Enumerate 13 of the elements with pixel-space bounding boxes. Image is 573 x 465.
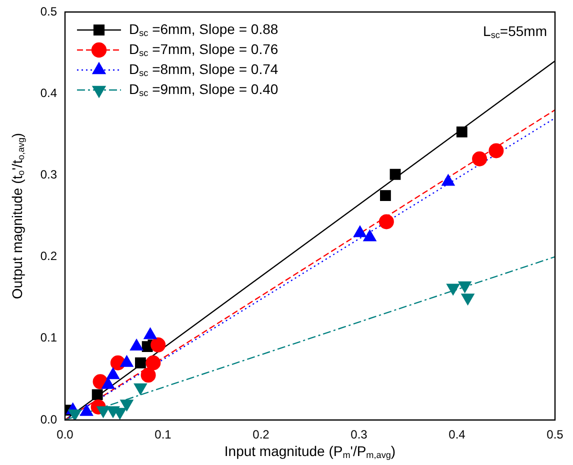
y-tick-label: 0.5 [40,4,58,18]
x-tick-label: 0.5 [546,428,564,442]
y-tick-label: 0.0 [40,412,58,426]
x-tick-label: 0.1 [154,428,172,442]
x-tick-label: 0.3 [350,428,368,442]
y-tick-label: 0.2 [40,249,58,264]
x-tick-label: 0.4 [448,428,466,442]
x-tick-label: 0.2 [252,428,270,442]
y-tick-label: 0.4 [40,86,58,100]
x-tick-label: 0.0 [56,428,74,442]
y-tick-label: 0.3 [40,168,58,182]
y-tick-label: 0.1 [40,330,58,345]
y-axis-title: Output magnitude (to'/to,avg) [8,132,26,300]
